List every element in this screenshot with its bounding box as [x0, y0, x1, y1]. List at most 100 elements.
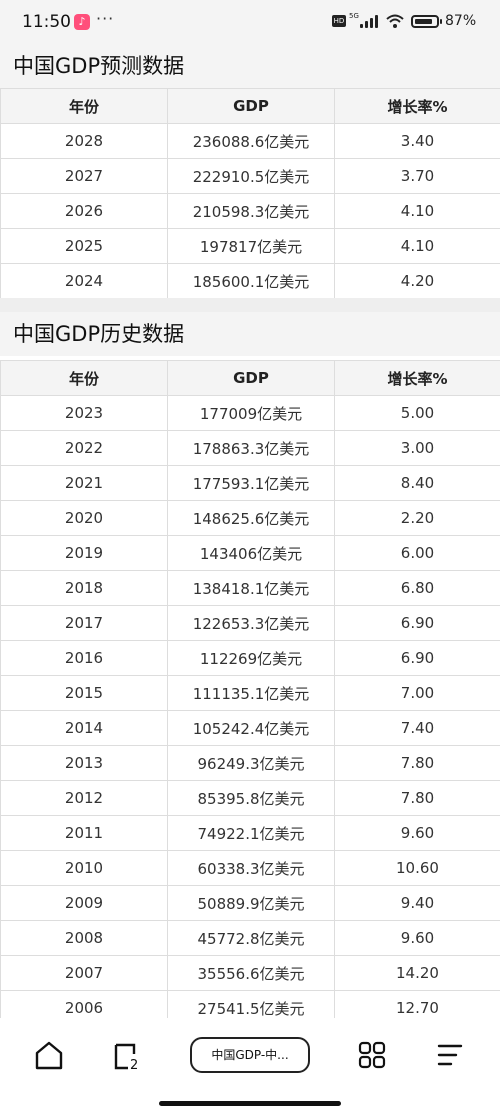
cell-year: 2024 [0, 263, 168, 299]
home-indicator-bar[interactable] [159, 1101, 341, 1106]
cell-year: 2009 [0, 885, 168, 921]
cell-year: 2020 [0, 500, 168, 536]
cell-growth: 2.20 [334, 500, 500, 536]
table-row: 2021 177593.1亿美元 8.40 [0, 465, 500, 501]
cell-year: 2010 [0, 850, 168, 886]
cell-gdp: 60338.3亿美元 [167, 850, 335, 886]
bottom-navigation-bar: 2 中国GDP-中... [0, 1018, 500, 1111]
table-row: 2018 138418.1亿美元 6.80 [0, 570, 500, 606]
cell-gdp: 148625.6亿美元 [167, 500, 335, 536]
tiktok-notification-icon: ♪ [74, 14, 90, 30]
apps-grid-icon[interactable] [352, 1038, 392, 1072]
cell-year: 2015 [0, 675, 168, 711]
cell-gdp: 177593.1亿美元 [167, 465, 335, 501]
cell-growth: 3.70 [334, 158, 500, 194]
cell-year: 2013 [0, 745, 168, 781]
cell-gdp: 111135.1亿美元 [167, 675, 335, 711]
cell-year: 2025 [0, 228, 168, 264]
home-icon[interactable] [29, 1038, 69, 1072]
table-row: 2007 35556.6亿美元 14.20 [0, 955, 500, 991]
table-header-row: 年份 GDP 增长率% [0, 360, 500, 396]
cell-year: 2018 [0, 570, 168, 606]
tabs-icon: 2 [114, 1043, 138, 1073]
section-separator [0, 298, 500, 312]
cell-growth: 7.00 [334, 675, 500, 711]
cell-gdp: 74922.1亿美元 [167, 815, 335, 851]
cell-growth: 9.60 [334, 920, 500, 956]
cell-growth: 8.40 [334, 465, 500, 501]
cell-year: 2011 [0, 815, 168, 851]
cell-growth: 4.10 [334, 228, 500, 264]
cell-gdp: 112269亿美元 [167, 640, 335, 676]
table-row: 2019 143406亿美元 6.00 [0, 535, 500, 571]
forecast-table: 年份 GDP 增长率% 2028 236088.6亿美元 3.40 2027 22291… [0, 88, 500, 299]
cell-growth: 6.80 [334, 570, 500, 606]
cell-gdp: 122653.3亿美元 [167, 605, 335, 641]
cell-gdp: 185600.1亿美元 [167, 263, 335, 299]
wifi-icon [386, 14, 404, 28]
tabs-button[interactable]: 2 [106, 1038, 146, 1073]
table-row: 2011 74922.1亿美元 9.60 [0, 815, 500, 851]
cell-gdp: 35556.6亿美元 [167, 955, 335, 991]
table-row: 2020 148625.6亿美元 2.20 [0, 500, 500, 536]
cell-growth: 14.20 [334, 955, 500, 991]
table-row: 2009 50889.9亿美元 9.40 [0, 885, 500, 921]
table-row: 2025 197817亿美元 4.10 [0, 228, 500, 264]
table-row: 2008 45772.8亿美元 9.60 [0, 920, 500, 956]
cell-gdp: 96249.3亿美元 [167, 745, 335, 781]
cell-gdp: 178863.3亿美元 [167, 430, 335, 466]
menu-icon[interactable] [430, 1038, 470, 1072]
cell-gdp: 210598.3亿美元 [167, 193, 335, 229]
table-row: 2010 60338.3亿美元 10.60 [0, 850, 500, 886]
table-row: 2015 111135.1亿美元 7.00 [0, 675, 500, 711]
cell-year: 2014 [0, 710, 168, 746]
battery-tip [440, 19, 442, 24]
column-header-growth: 增长率% [334, 88, 500, 124]
table-row: 2023 177009亿美元 5.00 [0, 395, 500, 431]
cell-year: 2016 [0, 640, 168, 676]
cell-gdp: 138418.1亿美元 [167, 570, 335, 606]
column-header-year: 年份 [0, 88, 168, 124]
cell-growth: 4.10 [334, 193, 500, 229]
table-row: 2022 178863.3亿美元 3.00 [0, 430, 500, 466]
history-section-title: 中国GDP历史数据 [0, 312, 500, 356]
table-row: 2012 85395.8亿美元 7.80 [0, 780, 500, 816]
table-row: 2024 185600.1亿美元 4.20 [0, 263, 500, 299]
cell-growth: 10.60 [334, 850, 500, 886]
cell-growth: 9.60 [334, 815, 500, 851]
cell-gdp: 197817亿美元 [167, 228, 335, 264]
table-row: 2014 105242.4亿美元 7.40 [0, 710, 500, 746]
cell-year: 2023 [0, 395, 168, 431]
cell-growth: 3.00 [334, 430, 500, 466]
battery-level [415, 19, 433, 24]
table-row: 2017 122653.3亿美元 6.90 [0, 605, 500, 641]
cell-gdp: 105242.4亿美元 [167, 710, 335, 746]
column-header-gdp: GDP [167, 88, 335, 124]
cell-growth: 7.40 [334, 710, 500, 746]
current-tab-pill[interactable]: 中国GDP-中... [190, 1037, 310, 1073]
cell-gdp: 85395.8亿美元 [167, 780, 335, 816]
cell-gdp: 143406亿美元 [167, 535, 335, 571]
table-row: 2027 222910.5亿美元 3.70 [0, 158, 500, 194]
table-row: 2026 210598.3亿美元 4.10 [0, 193, 500, 229]
table-header-row: 年份 GDP 增长率% [0, 88, 500, 124]
cell-gdp: 222910.5亿美元 [167, 158, 335, 194]
column-header-gdp: GDP [167, 360, 335, 396]
cell-growth: 6.90 [334, 640, 500, 676]
cell-growth: 6.90 [334, 605, 500, 641]
cell-gdp: 45772.8亿美元 [167, 920, 335, 956]
status-bar: 11:50 ♪ ··· HD 5G 87% [0, 0, 500, 44]
cell-growth: 7.80 [334, 780, 500, 816]
battery-icon [411, 15, 439, 28]
table-row: 2028 236088.6亿美元 3.40 [0, 123, 500, 159]
column-header-growth: 增长率% [334, 360, 500, 396]
cell-year: 2008 [0, 920, 168, 956]
cell-growth: 5.00 [334, 395, 500, 431]
hd-badge: HD [332, 15, 346, 27]
cell-year: 2022 [0, 430, 168, 466]
battery-percent: 87% [445, 13, 477, 29]
history-table: 年份 GDP 增长率% 2023 177009亿美元 5.00 2022 178863.… [0, 360, 500, 1026]
cell-gdp: 50889.9亿美元 [167, 885, 335, 921]
cell-gdp: 177009亿美元 [167, 395, 335, 431]
cell-year: 2021 [0, 465, 168, 501]
